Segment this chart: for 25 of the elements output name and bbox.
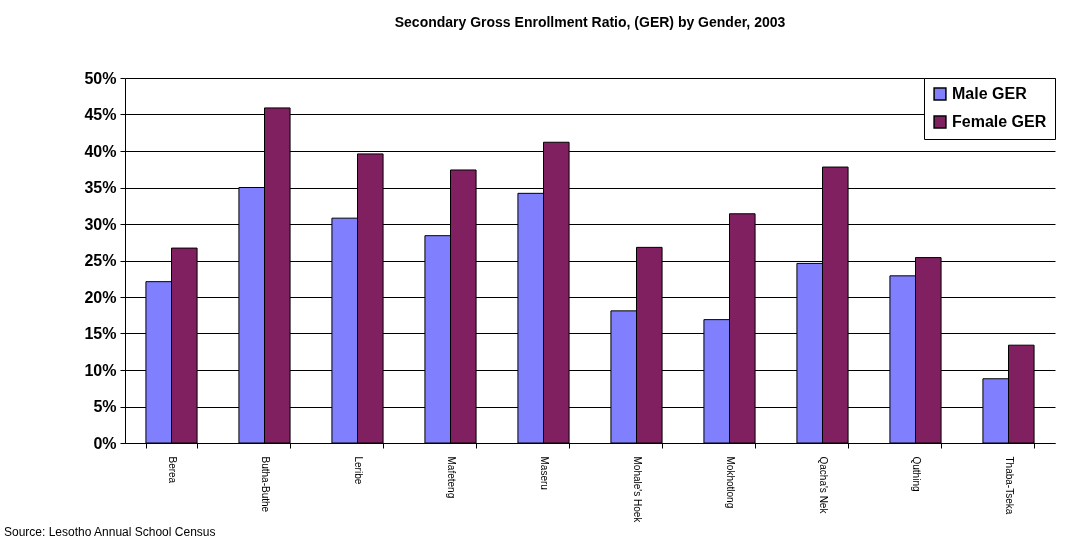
x-tick-label: Butha-Buthe	[260, 456, 271, 513]
y-tick-label: 5%	[93, 398, 117, 415]
y-tick-label: 40%	[84, 142, 117, 160]
legend-label: Male GER	[952, 85, 1028, 102]
x-tick-label: Mohale's Hoek	[632, 456, 643, 524]
chart-title: Secondary Gross Enrollment Ratio, (GER) by Gender, 2003	[394, 14, 786, 30]
x-tick-label: Mafeteng	[446, 456, 457, 499]
y-tick-label: 50%	[84, 69, 117, 87]
y-tick-label: 35%	[84, 179, 117, 196]
y-tick-label: 45%	[84, 106, 117, 123]
y-tick-label: 20%	[84, 288, 117, 306]
y-tick-label: 0%	[93, 434, 117, 452]
x-tick-label: Maseru	[539, 456, 550, 490]
source-note: Source: Lesotho Annual School Census	[4, 525, 216, 539]
x-tick-label: Berea	[167, 456, 178, 484]
x-tick-label: Quthing	[911, 456, 922, 492]
x-tick-label: Leribe	[353, 456, 364, 485]
x-tick-label: Mokhotlong	[725, 456, 736, 509]
legend-label: Female GER	[952, 113, 1047, 130]
x-tick-label: Qacha's Nek	[818, 456, 829, 515]
y-tick-label: 10%	[84, 361, 117, 379]
y-tick-label: 15%	[84, 325, 117, 342]
x-tick-label: Thaba-Tseka	[1004, 456, 1015, 515]
y-tick-label: 25%	[84, 252, 117, 269]
y-tick-label: 30%	[84, 215, 117, 233]
